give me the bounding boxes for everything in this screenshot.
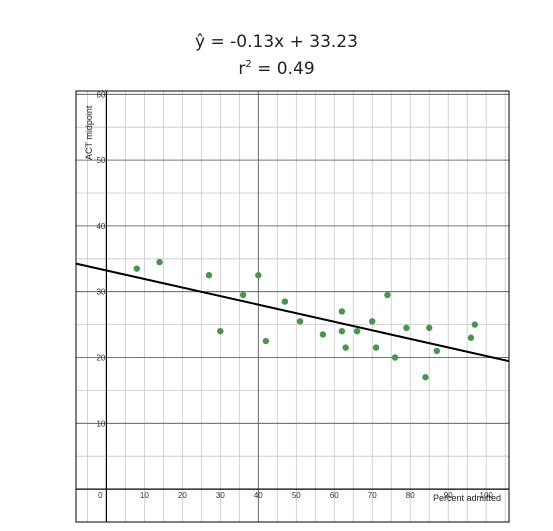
data-point [433, 347, 441, 355]
data-point [296, 318, 304, 325]
y-tick-label: 40 [96, 222, 105, 231]
data-point [384, 291, 391, 299]
y-tick-label: 60 [96, 90, 105, 99]
regression-line [75, 262, 510, 363]
data-point [471, 321, 479, 328]
data-point [403, 324, 410, 332]
x-tick-label: 0 [98, 491, 103, 500]
data-point [467, 334, 475, 341]
data-point [353, 327, 361, 335]
r-squared-value: = 0.49 [251, 59, 315, 79]
x-tick-label: 10 [140, 491, 149, 500]
data-point [319, 331, 327, 338]
x-tick-label: 60 [330, 491, 339, 500]
data-point [156, 258, 163, 266]
axes [75, 90, 510, 523]
data-point [133, 265, 140, 272]
data-point [217, 327, 224, 335]
x-tick-label: 90 [444, 491, 453, 500]
data-points [133, 258, 479, 381]
x-axis-label: Percent admitted [433, 493, 501, 503]
y-axis-label: ACT midpoint [84, 105, 94, 160]
x-tick-label: 30 [216, 491, 225, 500]
data-point [338, 327, 346, 335]
y-tick-label: 30 [96, 288, 105, 297]
y-tick-label: 50 [96, 156, 105, 165]
data-point [262, 337, 270, 345]
y-tick-label: 10 [96, 419, 105, 428]
tick-labels: 0 10 20 30 40 50 60 70 80 90 100 10 20 30 40 50 60 [96, 90, 493, 500]
r-squared-superscript: 2 [245, 59, 252, 70]
regression-equation: ŷ = -0.13x + 33.23 [195, 32, 358, 52]
data-point [391, 354, 399, 361]
regression-line-group [75, 262, 510, 363]
data-point [205, 272, 213, 279]
data-point [426, 324, 433, 332]
data-point [255, 272, 262, 279]
x-tick-label: 80 [406, 491, 415, 500]
data-point [239, 291, 247, 299]
r-squared-label: r2 = 0.49 [0, 59, 553, 79]
grid [76, 91, 509, 522]
x-tick-label: 50 [292, 491, 301, 500]
data-point [338, 308, 346, 315]
x-tick-label: 70 [368, 491, 377, 500]
data-point [342, 344, 349, 351]
x-tick-label: 40 [254, 491, 263, 500]
plot-frame [75, 90, 510, 523]
x-tick-label: 100 [480, 491, 494, 500]
r-squared-prefix: r [238, 59, 246, 79]
x-tick-label: 20 [178, 491, 187, 500]
data-point [372, 344, 380, 351]
data-point [281, 298, 289, 305]
data-point [422, 374, 429, 381]
data-point [369, 318, 376, 325]
y-tick-label: 20 [96, 353, 105, 362]
